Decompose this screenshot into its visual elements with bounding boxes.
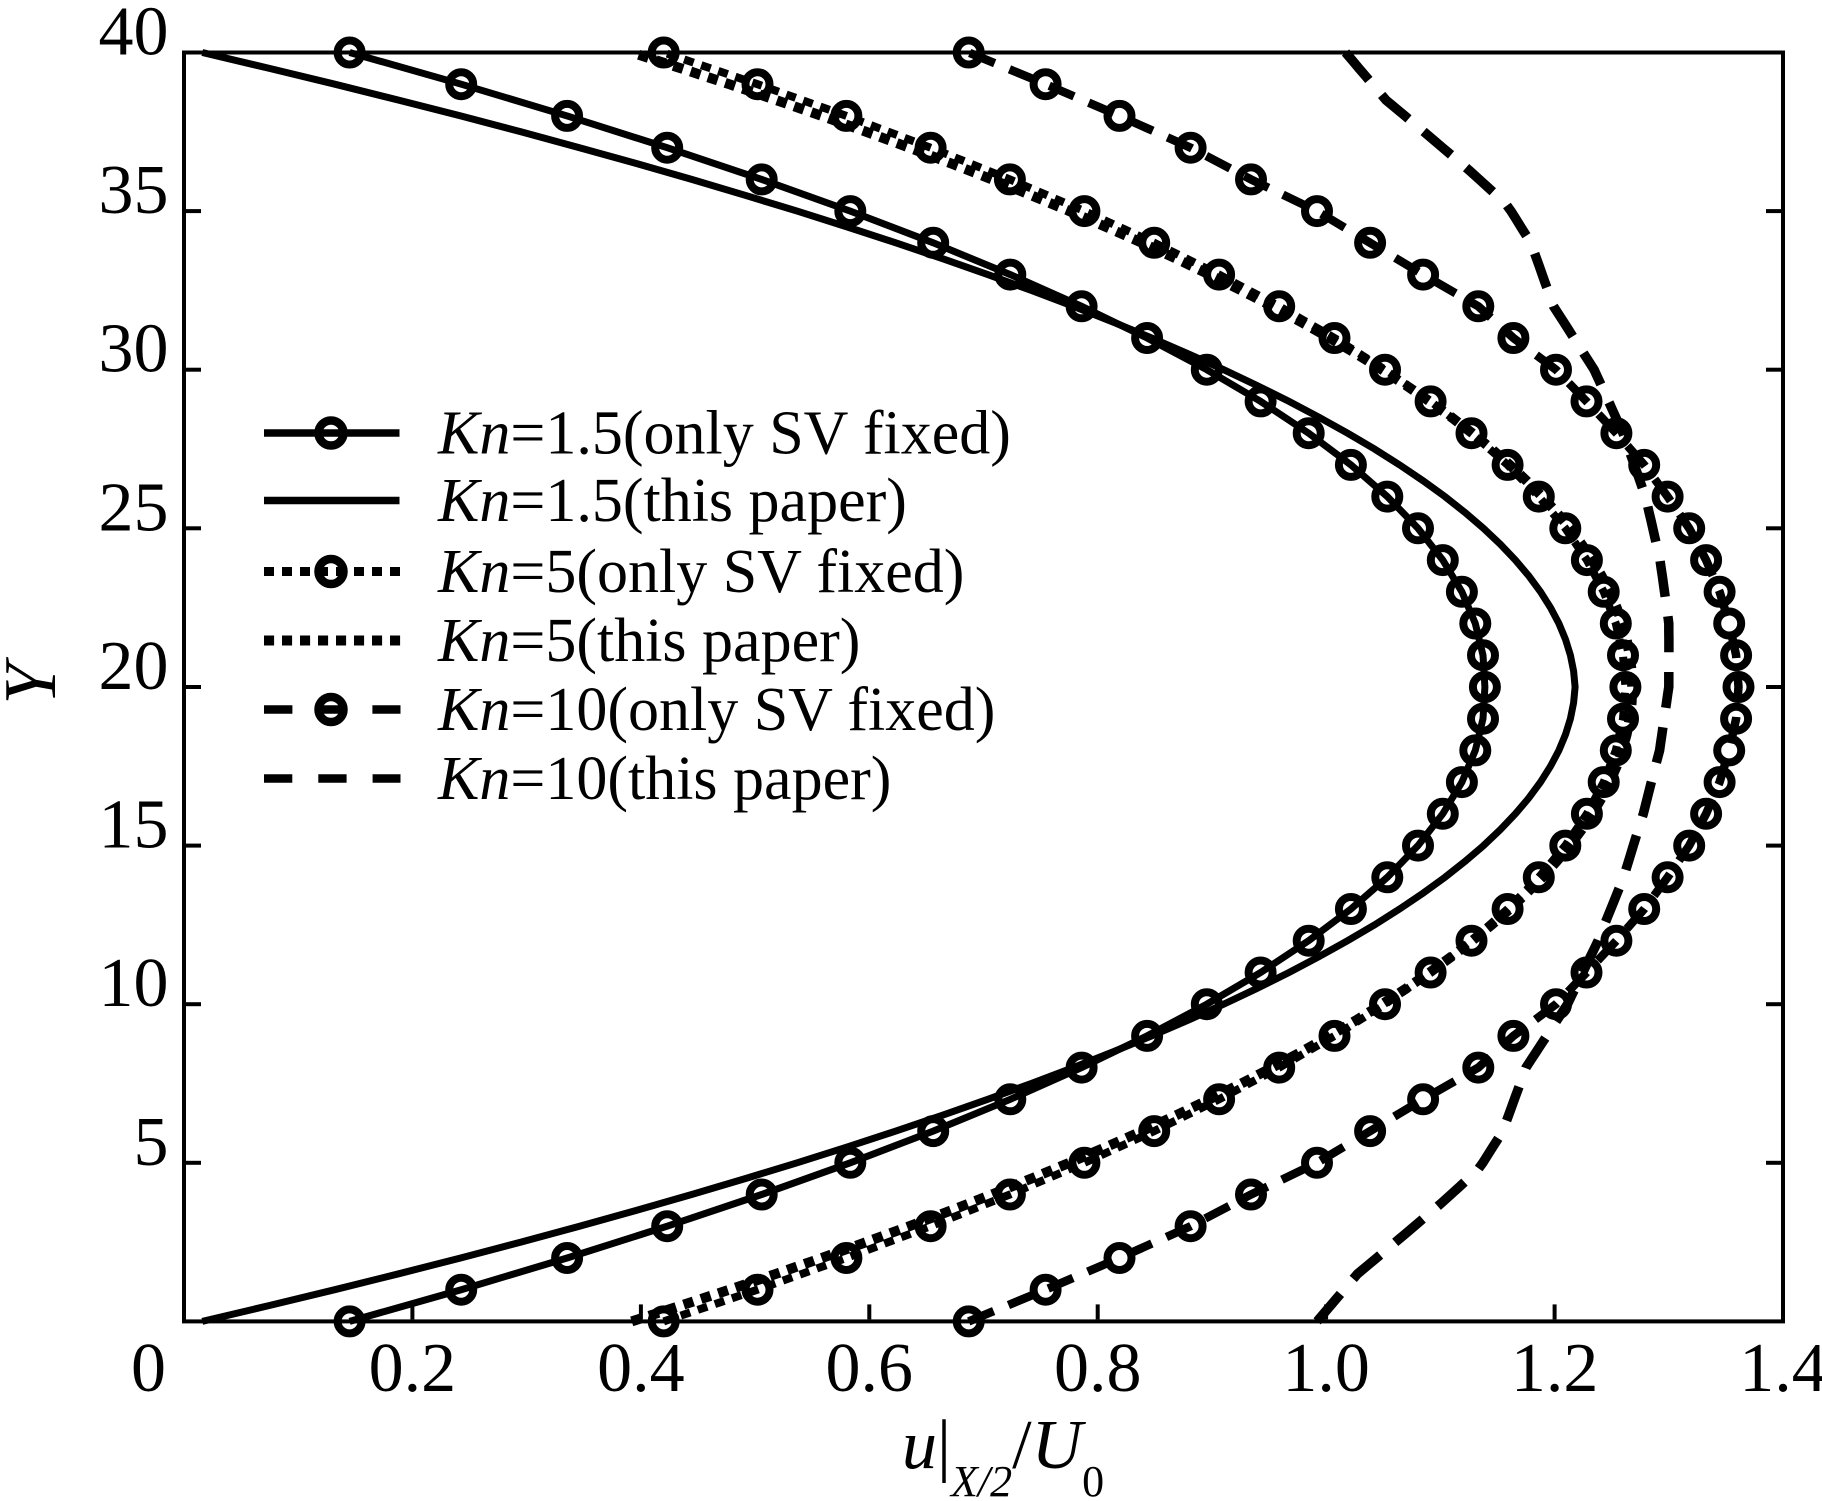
svg-text:1.2: 1.2 bbox=[1511, 1330, 1599, 1407]
svg-text:40: 40 bbox=[99, 0, 169, 71]
svg-text:Y: Y bbox=[0, 657, 72, 705]
svg-text:15: 15 bbox=[99, 787, 169, 864]
svg-text:Kn=1.5(only SV fixed): Kn=1.5(only SV fixed) bbox=[437, 400, 1011, 468]
svg-text:Kn=5(only SV fixed): Kn=5(only SV fixed) bbox=[437, 538, 964, 606]
svg-text:0.4: 0.4 bbox=[597, 1330, 685, 1407]
svg-text:20: 20 bbox=[99, 628, 169, 705]
svg-text:35: 35 bbox=[99, 152, 169, 229]
svg-text:0: 0 bbox=[131, 1330, 166, 1407]
svg-text:Kn=10(only SV fixed): Kn=10(only SV fixed) bbox=[437, 676, 995, 744]
svg-text:0.8: 0.8 bbox=[1054, 1330, 1142, 1407]
svg-text:10: 10 bbox=[99, 945, 169, 1022]
svg-text:0.2: 0.2 bbox=[369, 1330, 457, 1407]
svg-text:u|X/2/U0: u|X/2/U0 bbox=[902, 1407, 1104, 1501]
svg-text:1.4: 1.4 bbox=[1739, 1330, 1822, 1407]
svg-text:25: 25 bbox=[99, 469, 169, 546]
svg-text:Kn=1.5(this paper): Kn=1.5(this paper) bbox=[437, 467, 907, 535]
svg-text:0.6: 0.6 bbox=[826, 1330, 914, 1407]
svg-text:30: 30 bbox=[99, 311, 169, 388]
svg-text:1.0: 1.0 bbox=[1282, 1330, 1370, 1407]
svg-text:Kn=5(this paper): Kn=5(this paper) bbox=[437, 607, 860, 675]
svg-text:5: 5 bbox=[134, 1104, 169, 1181]
svg-text:Kn=10(this paper): Kn=10(this paper) bbox=[437, 745, 891, 813]
